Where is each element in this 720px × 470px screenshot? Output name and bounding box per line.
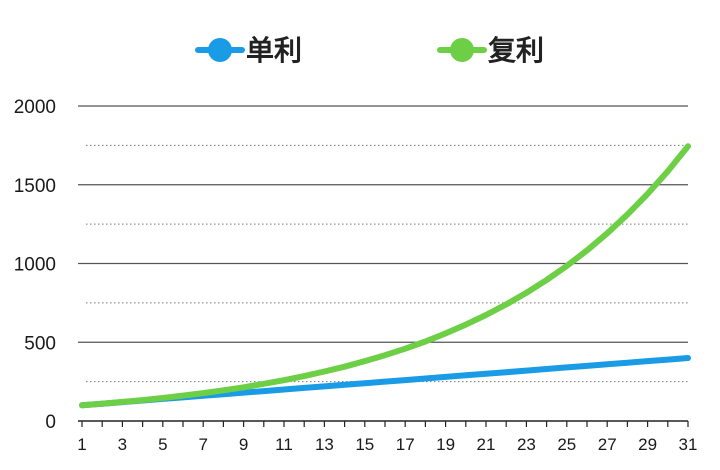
legend-marker-2: [450, 38, 474, 62]
legend-label-2: 复利: [488, 34, 544, 67]
y-tick-label: 2000: [14, 97, 56, 118]
x-tick-label: 17: [396, 435, 415, 454]
legend: 单利 复利: [195, 34, 544, 67]
x-tick-label: 3: [118, 435, 127, 454]
legend-marker-1: [208, 38, 232, 62]
x-tick-label: 27: [598, 435, 617, 454]
x-tick-label: 13: [315, 435, 334, 454]
x-tick-label: 23: [517, 435, 536, 454]
legend-label-1: 单利: [246, 34, 302, 67]
x-tick-label: 5: [158, 435, 167, 454]
y-tick-label: 500: [24, 333, 56, 354]
x-tick-label: 31: [679, 435, 698, 454]
series-line-2: [79, 143, 691, 409]
x-tick-label: 15: [355, 435, 374, 454]
y-tick-label: 0: [45, 412, 56, 433]
x-tick-label: 25: [557, 435, 576, 454]
x-tick-label: 19: [436, 435, 455, 454]
y-tick-label: 1500: [14, 176, 56, 197]
grid-lines: [78, 105, 688, 422]
series-lines: [79, 143, 691, 409]
x-tick-label: 21: [477, 435, 496, 454]
x-tick-label: 7: [198, 435, 207, 454]
y-tick-label: 1000: [14, 255, 56, 276]
x-tick-label: 29: [638, 435, 657, 454]
x-tick-label: 1: [77, 435, 86, 454]
x-axis-ticks: 1 3 5 7 9 11 13 15 17 19 21 23 25 27 29 31: [77, 421, 697, 454]
y-axis-ticks: 0 500 1000 1500 2000: [14, 97, 56, 433]
x-tick-label: 11: [275, 435, 293, 454]
x-tick-label: 9: [239, 435, 248, 454]
